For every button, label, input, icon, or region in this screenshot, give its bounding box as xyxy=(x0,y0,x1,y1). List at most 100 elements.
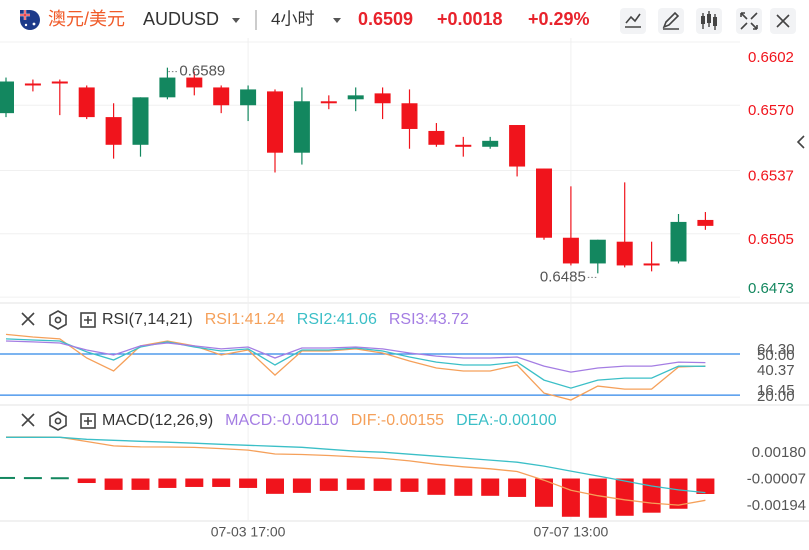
macd-bar xyxy=(400,478,419,492)
min-price-label: 0.6485 xyxy=(540,268,586,285)
macd-bar xyxy=(104,478,123,490)
candle-body xyxy=(240,89,257,106)
settings-icon[interactable] xyxy=(49,411,67,431)
symbol-dropdown[interactable] xyxy=(232,18,240,23)
candle-body xyxy=(105,117,122,145)
candle-body xyxy=(482,140,499,147)
macd-bar xyxy=(481,478,500,496)
settings-icon[interactable] xyxy=(49,310,67,330)
macd-bar xyxy=(508,478,527,497)
candle-body xyxy=(374,93,391,104)
candle-body xyxy=(670,221,687,262)
x-tick-label: 07-03 17:00 xyxy=(211,524,286,540)
y-tick-label: 0.6473 xyxy=(748,280,794,297)
macd-bar xyxy=(77,478,96,484)
macd-bar xyxy=(319,478,338,491)
header: 澳元/美元 AUDUSD 4小时 0.6509 +0.0018 +0.29% xyxy=(20,8,796,34)
macd-bar xyxy=(427,478,446,495)
macd-bar xyxy=(373,478,392,491)
candle-body xyxy=(428,130,445,145)
y-tick-label: -0.00007 xyxy=(747,470,806,487)
candle-body xyxy=(455,144,472,147)
macd-bar xyxy=(292,478,311,493)
macd-bar xyxy=(454,478,473,496)
fullscreen-button[interactable] xyxy=(736,8,762,34)
y-tick-label: 0.6570 xyxy=(748,102,794,119)
candle-body xyxy=(51,81,68,84)
price-change-percent: +0.29% xyxy=(528,9,590,29)
interval[interactable]: 4小时 xyxy=(271,9,314,28)
candle-body xyxy=(401,103,418,129)
y-tick-label: 0.00180 xyxy=(752,444,806,461)
candle-body xyxy=(132,97,149,145)
candle-body xyxy=(589,239,606,264)
y-tick-label: 50.00 xyxy=(757,347,795,364)
macd-bar xyxy=(185,478,204,487)
macd-bar xyxy=(158,478,177,488)
candle-body xyxy=(78,87,95,118)
y-tick-label: 0.6505 xyxy=(748,231,794,248)
close-button[interactable] xyxy=(770,8,796,34)
collapse-arrow[interactable] xyxy=(796,135,805,149)
y-tick-label: 0.6602 xyxy=(748,49,794,66)
macd-bar xyxy=(642,478,661,513)
flag-icon xyxy=(20,10,40,30)
price-change: +0.0018 xyxy=(437,9,503,29)
y-tick-label: -0.00194 xyxy=(747,497,806,514)
macd-bar xyxy=(669,478,688,509)
indicator-title: MACD(12,26,9) xyxy=(102,412,213,429)
candle-body xyxy=(186,77,203,88)
indicator-title: RSI(7,14,21) xyxy=(102,311,193,328)
legend-entry: DIF:-0.00155 xyxy=(351,412,444,429)
macd-bar xyxy=(561,478,580,517)
expand-icon[interactable] xyxy=(80,413,96,429)
indicator-button[interactable] xyxy=(620,8,646,34)
legend-entry: RSI2:41.06 xyxy=(297,311,377,328)
macd-bar xyxy=(346,478,365,490)
macd-bar xyxy=(535,478,553,507)
rsi-line xyxy=(5,340,706,373)
macd-bar xyxy=(50,477,69,480)
value-mark-label: 64.30 xyxy=(757,341,795,358)
price: 0.6509 xyxy=(358,9,413,29)
candle-body xyxy=(347,95,364,100)
chart-type-button[interactable] xyxy=(696,8,722,34)
candle-body xyxy=(616,241,633,266)
max-price-label: 0.6589 xyxy=(179,63,225,80)
remove-indicator[interactable] xyxy=(21,312,35,326)
interval-dropdown[interactable] xyxy=(333,18,341,23)
macd-line xyxy=(6,436,706,494)
value-mark-label: 16.45 xyxy=(757,382,795,399)
value-mark-label: 40.37 xyxy=(757,362,795,379)
macd-line xyxy=(6,436,706,506)
macd-header-icons xyxy=(21,411,96,431)
candle-body xyxy=(536,168,552,238)
remove-indicator[interactable] xyxy=(21,413,35,427)
macd-bar xyxy=(212,478,231,487)
macd-bar xyxy=(615,478,634,516)
candle-body xyxy=(293,101,310,153)
legend-entry: RSI1:41.24 xyxy=(205,311,285,328)
instrument-symbol[interactable]: AUDUSD xyxy=(143,9,219,29)
macd-bar xyxy=(23,477,42,480)
draw-button[interactable] xyxy=(658,8,684,34)
instrument-name: 澳元/美元 xyxy=(48,9,125,29)
y-tick-label: 0.6537 xyxy=(748,167,794,184)
candle-body xyxy=(562,237,579,264)
macd-bar xyxy=(266,478,284,494)
rsi-line xyxy=(5,338,706,389)
rsi-header-icons xyxy=(21,310,96,330)
macd-bar xyxy=(696,478,715,494)
expand-icon[interactable] xyxy=(80,312,96,328)
y-tick-label: 20.00 xyxy=(757,388,795,405)
rsi-line xyxy=(5,333,706,401)
legend-entry: RSI3:43.72 xyxy=(389,311,469,328)
x-tick-label: 07-07 13:00 xyxy=(534,524,609,540)
candle-body xyxy=(159,77,176,98)
macd-bar xyxy=(588,478,607,518)
candle-body xyxy=(213,87,230,106)
macd-bar xyxy=(131,478,150,490)
